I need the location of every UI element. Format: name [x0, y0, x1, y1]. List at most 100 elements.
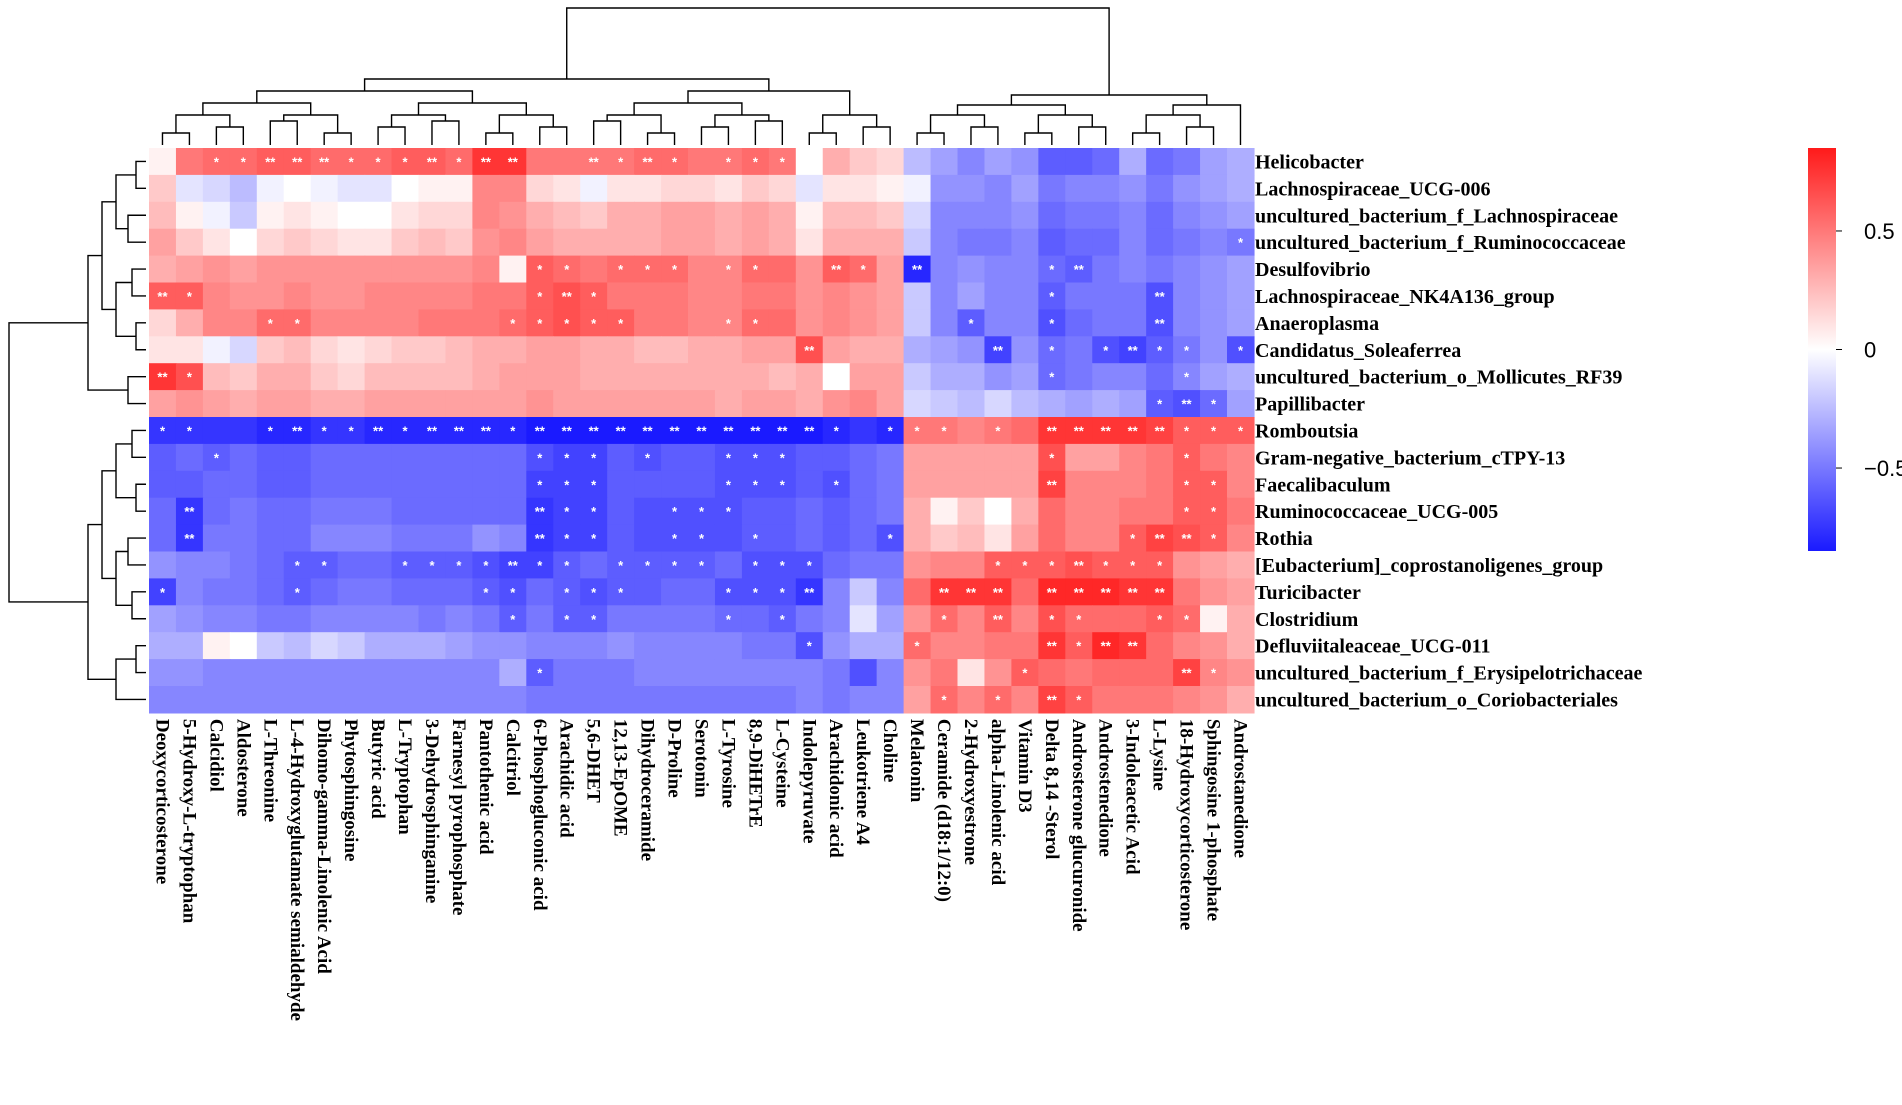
significance-mark: *: [1211, 504, 1217, 519]
heatmap-cell: [1146, 417, 1174, 445]
significance-mark: *: [726, 612, 732, 627]
heatmap-cell: [903, 578, 932, 606]
significance-mark: *: [349, 154, 355, 169]
heatmap-cell: [364, 632, 393, 660]
heatmap-cell: [149, 174, 177, 203]
heatmap-cell: [661, 686, 689, 714]
significance-mark: *: [295, 558, 301, 573]
heatmap-cell: [175, 336, 204, 364]
heatmap-cell: [526, 497, 554, 526]
heatmap-cell: [337, 390, 366, 418]
heatmap-cell: [391, 148, 420, 176]
heatmap-cell: [688, 336, 716, 364]
heatmap-cell: [1146, 201, 1174, 230]
heatmap-cell: [688, 417, 716, 445]
column-label: L-Threonine: [259, 719, 280, 822]
significance-mark: *: [1076, 612, 1082, 627]
heatmap-cell: [445, 551, 473, 579]
colorbar: 0.5 0 −0.5: [1808, 148, 1902, 551]
heatmap-cell: [822, 443, 851, 472]
heatmap-cell: [634, 497, 662, 526]
significance-mark: *: [349, 423, 355, 438]
heatmap-cell: [661, 148, 689, 176]
heatmap-cell: [175, 363, 204, 391]
heatmap-cell: [526, 578, 554, 606]
heatmap-cell: [984, 148, 1012, 176]
significance-mark: *: [268, 423, 274, 438]
heatmap-cell: [526, 605, 554, 633]
heatmap-cell: [1038, 363, 1066, 391]
heatmap-cell: [472, 470, 500, 499]
significance-mark: *: [456, 154, 462, 169]
heatmap-cell: [1011, 282, 1039, 310]
heatmap-cell: [337, 551, 366, 579]
heatmap-cell: [391, 470, 420, 499]
heatmap-cell: [822, 578, 851, 606]
dendrogram-link: [131, 268, 146, 297]
heatmap-cell: [526, 390, 554, 418]
heatmap-cell: [1173, 443, 1201, 472]
heatmap-cell: [1173, 174, 1201, 203]
heatmap-cell: [741, 632, 770, 660]
heatmap-cell: [741, 228, 770, 257]
heatmap-cell: [202, 497, 231, 526]
significance-mark: *: [537, 450, 543, 465]
heatmap-cell: [768, 443, 797, 472]
heatmap-cell: [822, 282, 851, 310]
heatmap-cell: [876, 336, 905, 364]
heatmap-cell: [175, 524, 204, 553]
heatmap-cell: [849, 309, 878, 337]
heatmap-cell: [930, 443, 959, 472]
heatmap-cell: [1092, 551, 1120, 579]
heatmap-cell: [1011, 201, 1039, 230]
heatmap-cell: [768, 148, 797, 176]
significance-mark: *: [591, 316, 597, 331]
heatmap-cell: [1065, 443, 1093, 472]
heatmap-cell: [1227, 390, 1255, 418]
heatmap-cell: [310, 443, 339, 472]
heatmap-cell: [553, 148, 581, 176]
heatmap-cell: [283, 470, 312, 499]
heatmap-cell: [876, 551, 905, 579]
heatmap-cell: [553, 659, 581, 687]
significance-mark: **: [184, 531, 195, 546]
heatmap-cell: [876, 470, 905, 499]
heatmap-cell: [1227, 148, 1255, 176]
heatmap-cell: [930, 201, 959, 230]
significance-mark: *: [780, 450, 786, 465]
heatmap-cell: [634, 363, 662, 391]
heatmap-cell: [984, 174, 1012, 203]
heatmap-cell: [202, 578, 231, 606]
significance-mark: *: [591, 504, 597, 519]
heatmap-cell: [526, 470, 554, 499]
heatmap-cell: [1146, 443, 1174, 472]
heatmap-cell: [310, 632, 339, 660]
heatmap-cell: [661, 443, 689, 472]
heatmap-cell: [607, 148, 635, 176]
heatmap-cell: [1038, 336, 1066, 364]
significance-mark: **: [1074, 585, 1085, 600]
significance-mark: *: [753, 558, 759, 573]
heatmap-cell: [580, 201, 608, 230]
heatmap-cell: [930, 632, 959, 660]
heatmap-cell: [149, 632, 177, 660]
heatmap-cell: [1146, 336, 1174, 364]
dendrogram-link: [115, 174, 136, 230]
heatmap-cell: [283, 255, 312, 284]
heatmap-cell: [580, 524, 608, 553]
heatmap-cell: [688, 443, 716, 472]
heatmap-cell: [149, 148, 177, 176]
heatmap-cell: [957, 497, 986, 526]
heatmap-cell: [310, 659, 339, 687]
heatmap-cell: [795, 470, 824, 499]
heatmap-cell: [256, 470, 285, 499]
row-label: Turicibacter: [1255, 582, 1361, 604]
significance-mark: *: [1157, 558, 1163, 573]
heatmap-cell: [337, 174, 366, 203]
heatmap-cell: [202, 659, 231, 687]
heatmap-cell: [957, 686, 986, 714]
significance-mark: *: [1130, 531, 1136, 546]
significance-mark: *: [1238, 235, 1244, 250]
significance-mark: **: [373, 423, 384, 438]
heatmap-cell: [607, 309, 635, 337]
